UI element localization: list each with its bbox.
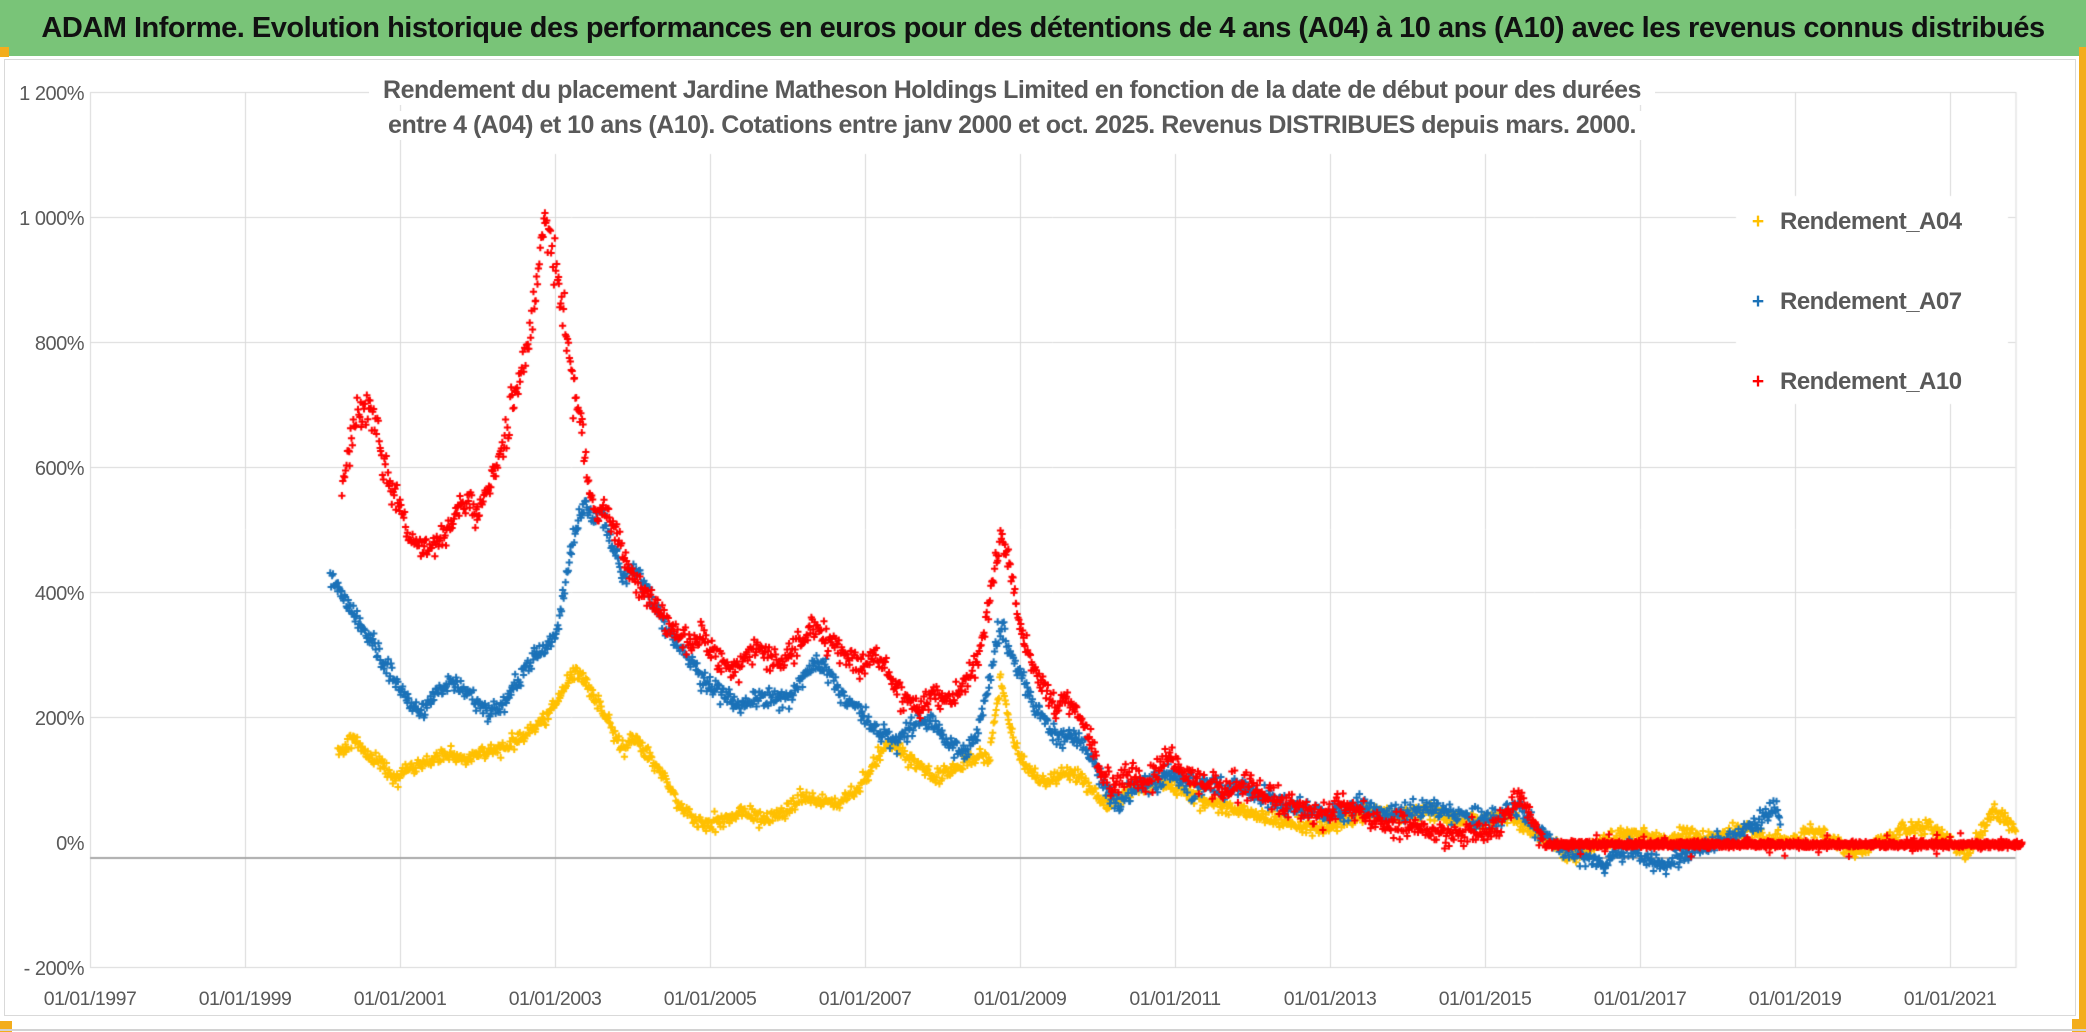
x-tick-label: 01/01/1997	[43, 988, 137, 1010]
legend-label: Rendement_A04	[1780, 208, 1962, 235]
chart-title-line1: Rendement du placement Jardine Matheson …	[369, 76, 1655, 105]
y-tick-label: - 200%	[23, 958, 85, 980]
legend-label: Rendement_A07	[1780, 288, 1962, 315]
y-tick-label: 600%	[34, 458, 85, 480]
y-tick-label: 200%	[34, 708, 85, 730]
legend-label: Rendement_A10	[1780, 368, 1962, 395]
x-tick-label: 01/01/2003	[508, 988, 602, 1010]
x-tick-label: 01/01/2001	[353, 988, 447, 1010]
x-tick-label: 01/01/2011	[1129, 988, 1221, 1010]
y-tick-label: 1 000%	[19, 208, 84, 230]
chart-legend: + Rendement_A04 + Rendement_A07 + Rendem…	[1748, 198, 2006, 403]
x-tick-label: 01/01/2019	[1748, 988, 1842, 1010]
x-tick-label: 01/01/2021	[1903, 988, 1997, 1010]
x-tick-label: 01/01/2013	[1283, 988, 1377, 1010]
x-tick-label: 01/01/2007	[818, 988, 912, 1010]
x-tick-label: 01/01/2017	[1593, 988, 1687, 1010]
y-tick-label: 0%	[56, 833, 84, 855]
chart-title-line2: entre 4 (A04) et 10 ans (A10). Cotations…	[374, 111, 1650, 140]
legend-item-rendement-a04[interactable]: + Rendement_A04	[1748, 207, 1962, 237]
plus-marker-icon: +	[1751, 210, 1765, 233]
plus-marker-icon: +	[1751, 290, 1765, 313]
legend-item-rendement-a07[interactable]: + Rendement_A07	[1748, 287, 1962, 317]
x-tick-label: 01/01/1999	[198, 988, 292, 1010]
plus-marker-icon: +	[1751, 370, 1765, 393]
x-tick-label: 01/01/2009	[973, 988, 1067, 1010]
legend-item-rendement-a10[interactable]: + Rendement_A10	[1748, 367, 1962, 397]
y-tick-label: 1 200%	[19, 83, 84, 105]
x-tick-label: 01/01/2005	[663, 988, 757, 1010]
y-tick-label: 800%	[34, 333, 85, 355]
y-tick-label: 400%	[34, 583, 85, 605]
x-tick-label: 01/01/2015	[1438, 988, 1532, 1010]
